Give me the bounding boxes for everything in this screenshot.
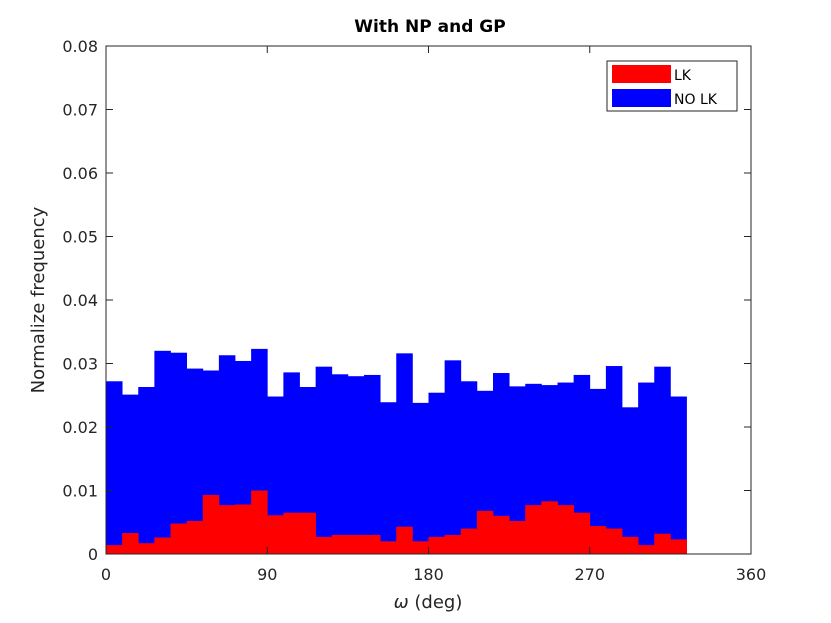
lk-bar-23: [476, 510, 494, 554]
lk-bar-2: [138, 543, 155, 554]
x-tick-label-3: 270: [574, 565, 605, 584]
lk-bar-31: [605, 528, 623, 554]
no-lk-bar-25: [509, 386, 526, 554]
lk-bar-0: [106, 545, 123, 554]
x-tick-label-2: 180: [413, 565, 444, 584]
x-axis-label-symbol: ω: [394, 592, 409, 613]
x-tick-label-4: 360: [736, 565, 767, 584]
lk-bar-20: [428, 536, 446, 554]
no-lk-bar-4: [170, 352, 188, 554]
legend: LK NO LK: [606, 60, 738, 112]
x-axis-label-unit: (deg): [409, 592, 463, 613]
lk-bar-19: [412, 541, 429, 554]
chart-title: With NP and GP: [354, 17, 505, 37]
no-lk-bar-2: [138, 387, 155, 554]
no-lk-bar-30: [589, 388, 607, 554]
lk-bar-28: [557, 505, 575, 554]
lk-bar-17: [380, 541, 397, 554]
lk-bar-34: [654, 533, 671, 554]
y-tick-label-3: 0.03: [62, 355, 98, 374]
no-lk-bar-0: [106, 381, 123, 554]
no-lk-bar-12: [299, 387, 317, 554]
x-tick-label-0: 0: [101, 565, 111, 584]
no-lk-bar-33: [638, 382, 655, 554]
lk-bar-25: [509, 520, 526, 554]
lk-bar-15: [347, 534, 365, 554]
no-lk-bar-1: [122, 394, 139, 554]
no-lk-bar-19: [412, 402, 429, 554]
no-lk-bar-3: [154, 350, 171, 554]
lk-bar-6: [202, 494, 220, 554]
no-lk-bar-18: [396, 353, 413, 554]
lk-bar-8: [235, 504, 252, 554]
lk-bar-30: [589, 526, 607, 554]
no-lk-bar-20: [428, 392, 446, 554]
legend-swatch-no-lk: [612, 89, 671, 107]
lk-bar-5: [186, 520, 204, 554]
no-lk-bar-7: [218, 355, 236, 554]
no-lk-bar-32: [622, 407, 639, 554]
no-lk-bar-5: [186, 368, 204, 554]
no-lk-bar-34: [654, 366, 671, 554]
y-tick-label-8: 0.08: [62, 37, 98, 56]
lk-bar-32: [622, 536, 639, 554]
no-lk-bar-35: [670, 396, 687, 554]
no-lk-bar-31: [605, 366, 623, 554]
lk-bar-12: [299, 512, 317, 554]
lk-bar-22: [460, 528, 478, 554]
lk-bar-4: [170, 523, 188, 554]
lk-bar-3: [154, 537, 171, 554]
y-tick-label-7: 0.07: [62, 101, 98, 120]
legend-swatch-lk: [612, 65, 671, 83]
no-lk-bar-16: [364, 374, 381, 554]
lk-bar-24: [493, 515, 510, 554]
y-tick-label-0: 0: [88, 545, 98, 564]
lk-bar-9: [251, 490, 268, 554]
y-tick-label-6: 0.06: [62, 164, 98, 183]
no-lk-bar-10: [267, 396, 284, 554]
legend-label-no-lk: NO LK: [674, 92, 718, 108]
lk-bar-16: [364, 534, 381, 554]
y-axis-ticks: 0 0.01 0.02 0.03 0.04 0.05 0.06 0.07 0.08: [62, 37, 751, 564]
x-tick-label-1: 90: [257, 565, 277, 584]
lk-bar-14: [331, 534, 349, 554]
y-tick-label-5: 0.05: [62, 228, 98, 247]
series-lk-bars: [106, 490, 687, 554]
no-lk-bar-17: [380, 402, 397, 554]
no-lk-bar-24: [493, 373, 510, 554]
lk-bar-26: [525, 505, 542, 554]
lk-bar-7: [218, 505, 236, 554]
no-lk-bar-29: [573, 374, 591, 554]
y-tick-label-4: 0.04: [62, 291, 98, 310]
no-lk-bar-13: [315, 366, 333, 554]
x-axis-ticks: 0 90 180 270 360: [101, 46, 766, 584]
lk-bar-21: [444, 534, 462, 554]
lk-bar-13: [315, 536, 333, 554]
lk-bar-27: [541, 501, 558, 554]
legend-label-lk: LK: [674, 68, 692, 84]
y-tick-label-2: 0.02: [62, 418, 98, 437]
lk-bar-10: [267, 515, 284, 554]
no-lk-bar-21: [444, 360, 462, 554]
no-lk-bar-15: [347, 376, 365, 554]
x-axis-label: ω (deg): [394, 592, 463, 613]
no-lk-bar-22: [460, 381, 478, 554]
lk-bar-18: [396, 526, 413, 554]
y-axis-label: Normalize frequency: [28, 206, 49, 393]
no-lk-bar-11: [283, 372, 300, 554]
lk-bar-11: [283, 512, 300, 554]
lk-bar-29: [573, 512, 591, 554]
no-lk-bar-14: [331, 374, 349, 554]
y-tick-label-1: 0.01: [62, 482, 98, 501]
lk-bar-33: [638, 545, 655, 554]
lk-bar-1: [122, 533, 139, 554]
lk-bar-35: [670, 539, 687, 554]
